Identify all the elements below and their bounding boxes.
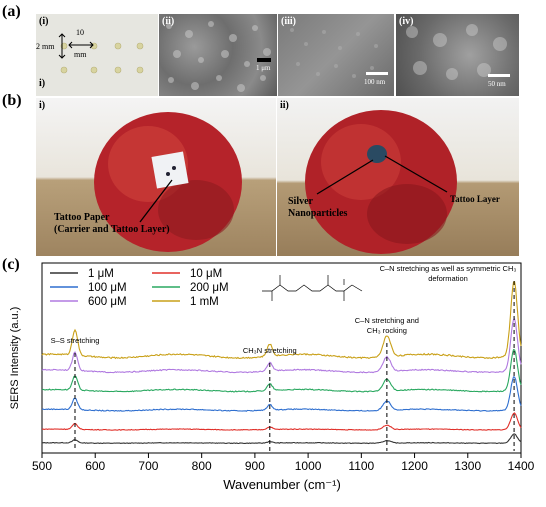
apple-drawing-i bbox=[94, 112, 242, 252]
scale-100nm-label: 100 nm bbox=[364, 78, 386, 86]
tattoo-dots-photo: (i) 2 mm 10 mm i) bbox=[36, 14, 158, 96]
panel-c-label: (c) bbox=[2, 256, 20, 273]
x-tick-label-1300: 1300 bbox=[454, 459, 481, 473]
annotation-text-2-1: CH₃ rocking bbox=[367, 326, 407, 335]
annotation-text-3-1: deformation bbox=[428, 274, 468, 283]
series-layer bbox=[41, 281, 522, 445]
sem-image-iv: (iv) 50 nm bbox=[396, 14, 519, 96]
tattoo-paper-label: Tattoo Paper (Carrier and Tattoo Layer) bbox=[54, 212, 170, 236]
legend-label-4: 600 μM bbox=[88, 296, 127, 308]
sem-image-ii: (ii) 1 μm bbox=[159, 14, 277, 96]
annotation-text-2-0: C–N stretching and bbox=[355, 316, 419, 325]
series-line-4 bbox=[41, 318, 522, 374]
silver-line1: Silver bbox=[288, 196, 313, 207]
tattoo-paper-square bbox=[151, 151, 189, 189]
sem-texture-iv bbox=[406, 24, 510, 80]
dmtc-structure bbox=[262, 275, 363, 301]
xlabel: Wavenumber (cm⁻¹) bbox=[223, 477, 341, 492]
silver-label: Silver Nanoparticles bbox=[288, 196, 347, 220]
dots-drawing bbox=[58, 33, 144, 74]
sub-i-lower-label: i) bbox=[39, 78, 46, 89]
sem-texture-ii bbox=[166, 21, 271, 92]
plot-frame bbox=[41, 262, 522, 454]
scale-50nm-label: 50 nm bbox=[488, 80, 506, 88]
annotation-layer: S–S stretching CH₃N stretching C–N stretch… bbox=[51, 264, 517, 451]
legend: 1 μM 10 μM 100 μM 200 μM 600 μM 1 mM bbox=[50, 268, 229, 308]
tattoo-paper-line1: Tattoo Paper bbox=[54, 212, 110, 223]
x-tick-label-800: 800 bbox=[192, 459, 212, 473]
silver-nanoparticle-spot bbox=[367, 145, 387, 163]
x-tick-label-1000: 1000 bbox=[295, 459, 322, 473]
ylabel: SERS Intensity (a.u.) bbox=[9, 307, 21, 410]
sers-chart: S–S stretching CH₃N stretching C–N stretch… bbox=[9, 262, 535, 492]
series-line-3 bbox=[41, 349, 522, 393]
annotation-text-0-0: S–S stretching bbox=[51, 336, 100, 345]
sub-ii-label: (ii) bbox=[162, 16, 175, 27]
sub-i-label: (i) bbox=[39, 16, 49, 27]
sem-texture-iii bbox=[290, 28, 388, 78]
apple-photo-i: i) bbox=[36, 98, 276, 256]
dim-2mm-label: 2 mm bbox=[36, 42, 55, 51]
silver-line2: Nanoparticles bbox=[288, 208, 348, 219]
x-tick-label-1200: 1200 bbox=[401, 459, 428, 473]
sub-iv-label: (iv) bbox=[399, 16, 414, 27]
x-tick-layer: 500 600 700 800 900 1000 1100 1200 1300 1400 bbox=[32, 453, 535, 473]
series-line-2 bbox=[41, 376, 522, 412]
dim-10mm-label-top: 10 bbox=[76, 28, 84, 37]
sub-iii-label: (iii) bbox=[281, 16, 296, 27]
sub-b-i-label: i) bbox=[39, 100, 46, 111]
apple-photo-ii: ii) bbox=[277, 98, 519, 256]
tattoo-paper-line2: (Carrier and Tattoo Layer) bbox=[54, 224, 170, 235]
apple-drawing-ii bbox=[305, 110, 457, 254]
legend-label-0: 1 μM bbox=[88, 268, 114, 280]
x-tick-label-1100: 1100 bbox=[348, 459, 374, 473]
x-tick-label-600: 600 bbox=[85, 459, 105, 473]
series-line-1 bbox=[42, 412, 522, 431]
arrow-silver bbox=[316, 159, 374, 195]
scale-1um-label: 1 μm bbox=[256, 64, 271, 72]
sem-image-iii: (iii) 100 nm bbox=[278, 14, 394, 96]
series-line-5 bbox=[41, 281, 522, 360]
tattoo-layer-label: Tattoo Layer bbox=[450, 194, 500, 204]
x-tick-label-900: 900 bbox=[245, 459, 265, 473]
sub-b-ii-label: ii) bbox=[280, 100, 289, 111]
legend-label-5: 1 mM bbox=[190, 296, 219, 308]
arrow-tattoo-paper bbox=[139, 179, 173, 223]
scale-bar-iv bbox=[488, 74, 510, 77]
arrow-tattoo-layer bbox=[384, 155, 448, 193]
x-tick-label-700: 700 bbox=[138, 459, 158, 473]
panel-b-label: (b) bbox=[2, 92, 22, 109]
annotation-text-3-0: C–N stretching as well as symmetric CH₃ bbox=[380, 264, 517, 273]
scale-bar-ii bbox=[257, 58, 271, 62]
legend-label-1: 10 μM bbox=[190, 268, 222, 280]
scale-bar-iii bbox=[366, 72, 388, 75]
x-tick-label-500: 500 bbox=[32, 459, 52, 473]
dim-10mm-label-bottom: mm bbox=[74, 50, 87, 59]
panel-a-label: (a) bbox=[2, 3, 21, 20]
x-tick-label-1400: 1400 bbox=[508, 459, 535, 473]
legend-label-3: 200 μM bbox=[190, 282, 229, 294]
legend-label-2: 100 μM bbox=[88, 282, 127, 294]
series-line-0 bbox=[41, 433, 522, 445]
annotation-text-1-0: CH₃N stretching bbox=[243, 346, 297, 355]
